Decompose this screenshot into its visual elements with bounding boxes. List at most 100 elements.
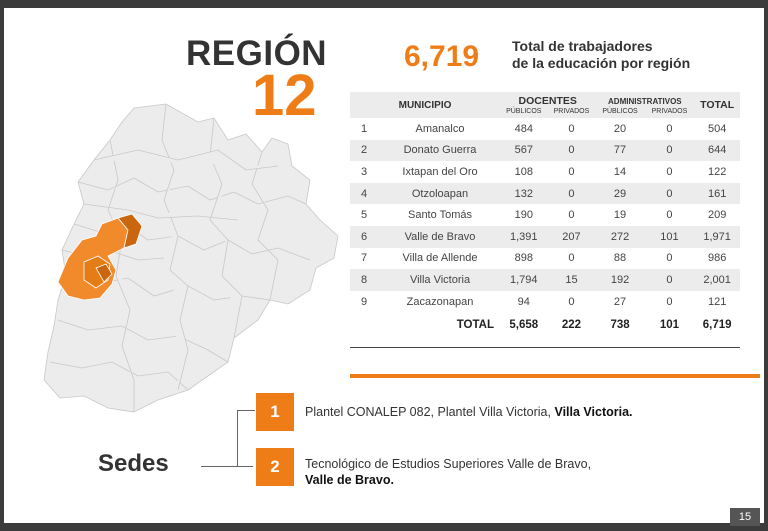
totals-doc-pub: 5,658 bbox=[500, 312, 548, 339]
row-total: 122 bbox=[707, 165, 727, 178]
region-number: 12 bbox=[252, 63, 317, 128]
row-doc-pub: 190 bbox=[514, 209, 533, 222]
sede-2-text: Tecnológico de Estudios Superiores Valle… bbox=[305, 456, 591, 488]
row-total: 121 bbox=[707, 295, 727, 308]
row-municipio: Otzoloapan bbox=[378, 182, 500, 205]
sedes-title: Sedes bbox=[98, 450, 169, 477]
row-adm-priv: 0 bbox=[666, 165, 673, 178]
sede-2-badge: 2 bbox=[256, 448, 294, 486]
row-index: 9 bbox=[360, 295, 368, 308]
row-doc-priv: 0 bbox=[547, 182, 596, 205]
sub-docentes-publicos: PÚBLICOS bbox=[500, 107, 548, 118]
row-doc-pub: 1,794 bbox=[500, 269, 548, 291]
row-adm-priv: 0 bbox=[666, 295, 673, 308]
row-total: 1,971 bbox=[694, 225, 740, 248]
total-description-line1: Total de trabajadores bbox=[512, 38, 653, 54]
sede-2-location: Valle de Bravo. bbox=[305, 473, 394, 487]
row-municipio: Santo Tomás bbox=[407, 209, 472, 222]
row-doc-pub: 1,391 bbox=[500, 225, 548, 248]
totals-adm-priv: 101 bbox=[644, 312, 695, 339]
row-total: 2,001 bbox=[694, 269, 740, 291]
row-adm-pub: 19 bbox=[613, 209, 627, 222]
row-doc-priv: 0 bbox=[568, 122, 575, 135]
row-doc-priv: 0 bbox=[547, 139, 596, 162]
row-doc-priv: 207 bbox=[547, 225, 596, 248]
sede-1-text: Plantel CONALEP 082, Plantel Villa Victo… bbox=[305, 404, 633, 420]
row-index: 4 bbox=[350, 182, 378, 205]
col-administrativos: ADMINISTRATIVOS bbox=[595, 92, 695, 107]
total-description: Total de trabajadores de la educación po… bbox=[512, 38, 742, 72]
sub-docentes-privados: PRIVADOS bbox=[547, 107, 596, 118]
table-row: 7 Villa de Allende 898 0 88 0 986 bbox=[350, 248, 740, 270]
table-bottom-rule bbox=[350, 347, 740, 348]
row-adm-priv: 0 bbox=[644, 139, 695, 162]
row-total: 209 bbox=[707, 209, 727, 222]
row-doc-priv: 0 bbox=[568, 295, 575, 308]
row-adm-pub: 77 bbox=[595, 139, 645, 162]
table-row: 9 Zacazonapan 94 0 27 0 121 bbox=[350, 291, 740, 313]
row-doc-priv: 0 bbox=[568, 209, 575, 222]
region-title: REGIÓN bbox=[186, 34, 328, 73]
col-municipio: MUNICIPIO bbox=[350, 92, 500, 118]
row-total: 504 bbox=[707, 122, 727, 135]
section-divider bbox=[350, 374, 760, 378]
table-row: 3 Ixtapan del Oro 108 0 14 0 122 bbox=[350, 161, 740, 183]
row-adm-priv: 101 bbox=[644, 225, 695, 248]
row-doc-pub: 484 bbox=[514, 122, 533, 135]
total-description-line2: de la educación por región bbox=[512, 55, 691, 71]
row-adm-priv: 0 bbox=[666, 209, 673, 222]
row-adm-pub: 272 bbox=[595, 225, 645, 248]
totals-adm-pub: 738 bbox=[595, 312, 645, 339]
region-map bbox=[43, 103, 339, 413]
row-adm-priv: 0 bbox=[666, 252, 673, 265]
top-bar bbox=[0, 0, 768, 10]
row-municipio: Valle de Bravo bbox=[378, 225, 500, 248]
row-adm-priv: 0 bbox=[644, 269, 695, 291]
table-row: 6 Valle de Bravo 1,391 207 272 101 1,971 bbox=[350, 225, 740, 248]
row-adm-pub: 88 bbox=[613, 252, 627, 265]
row-doc-priv: 0 bbox=[568, 252, 575, 265]
row-index: 2 bbox=[350, 139, 378, 162]
row-doc-pub: 898 bbox=[514, 252, 533, 265]
totals-row: TOTAL 5,658 222 738 101 6,719 bbox=[350, 312, 740, 339]
table-row: 2 Donato Guerra 567 0 77 0 644 bbox=[350, 139, 740, 162]
table-row: 5 Santo Tomás 190 0 19 0 209 bbox=[350, 204, 740, 226]
row-adm-pub: 192 bbox=[595, 269, 645, 291]
table-row: 8 Villa Victoria 1,794 15 192 0 2,001 bbox=[350, 269, 740, 291]
sedes-connector bbox=[201, 466, 253, 467]
row-municipio: Zacazonapan bbox=[406, 295, 474, 308]
row-municipio: Villa de Allende bbox=[402, 252, 478, 265]
total-workers: 6,719 bbox=[404, 40, 480, 73]
page-number: 15 bbox=[730, 508, 760, 526]
totals-total: 6,719 bbox=[694, 312, 740, 339]
sedes-connector-vertical bbox=[237, 410, 238, 466]
row-index: 1 bbox=[360, 122, 368, 135]
row-municipio: Amanalco bbox=[415, 122, 465, 135]
table-row: 4 Otzoloapan 132 0 29 0 161 bbox=[350, 182, 740, 205]
sub-admin-publicos: PÚBLICOS bbox=[595, 107, 645, 118]
workers-table: MUNICIPIO DOCENTES ADMINISTRATIVOS TOTAL… bbox=[350, 92, 740, 339]
sede-1-badge: 1 bbox=[256, 393, 294, 431]
row-adm-pub: 20 bbox=[613, 122, 627, 135]
row-index: 5 bbox=[360, 209, 368, 222]
sede-1-description: Plantel CONALEP 082, Plantel Villa Victo… bbox=[305, 405, 555, 419]
row-adm-priv: 0 bbox=[666, 122, 673, 135]
row-adm-pub: 14 bbox=[613, 165, 627, 178]
table-row: 1 Amanalco 484 0 20 0 504 bbox=[350, 118, 740, 140]
row-municipio: Donato Guerra bbox=[378, 139, 500, 162]
totals-doc-priv: 222 bbox=[547, 312, 596, 339]
sede-2-description: Tecnológico de Estudios Superiores Valle… bbox=[305, 457, 592, 471]
row-index: 8 bbox=[350, 269, 378, 291]
row-municipio: Ixtapan del Oro bbox=[402, 165, 478, 178]
row-index: 3 bbox=[360, 165, 368, 178]
col-total: TOTAL bbox=[694, 92, 740, 118]
row-doc-pub: 94 bbox=[517, 295, 530, 308]
sedes-connector-branch bbox=[237, 410, 255, 411]
sub-admin-privados: PRIVADOS bbox=[644, 107, 695, 118]
totals-label: TOTAL bbox=[350, 312, 500, 339]
row-total: 986 bbox=[707, 252, 727, 265]
row-doc-pub: 132 bbox=[500, 182, 548, 205]
row-index: 6 bbox=[350, 225, 378, 248]
row-adm-pub: 27 bbox=[613, 295, 627, 308]
col-docentes: DOCENTES bbox=[500, 92, 596, 107]
